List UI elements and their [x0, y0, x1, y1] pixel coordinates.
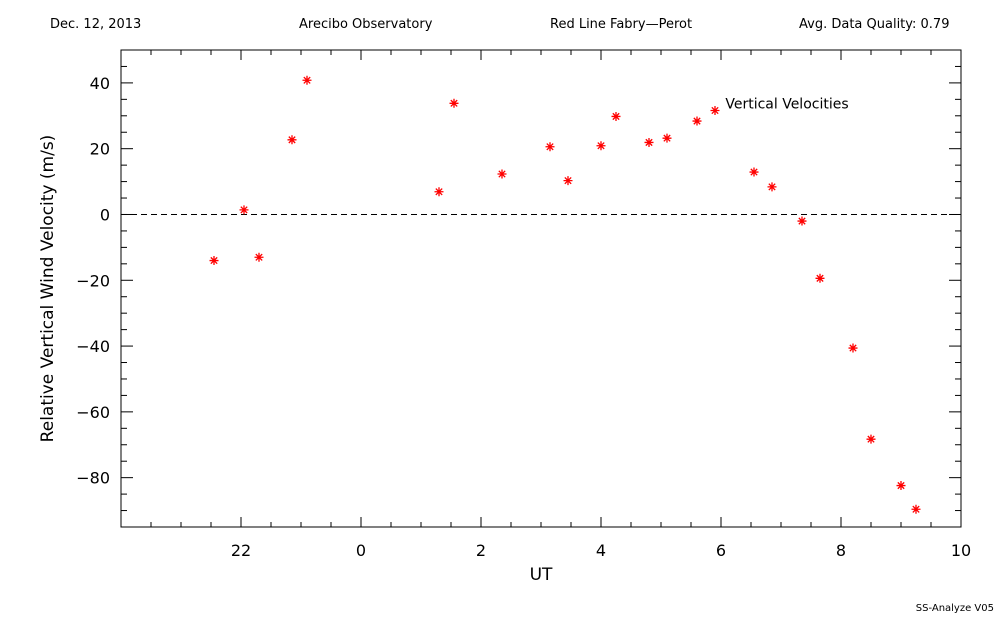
data-point — [434, 187, 444, 197]
y-tick-label: 20 — [90, 140, 110, 159]
header-instrument: Red Line Fabry—Perot — [550, 17, 693, 32]
y-tick-label: −60 — [76, 403, 110, 422]
tick-labels: 22 0 2 4 6 8 10 40 20 0 −20 −40 −60 −80 — [76, 74, 971, 560]
data-point — [596, 141, 606, 151]
data-point — [848, 343, 858, 353]
x-tick-label: 8 — [836, 541, 846, 560]
data-point — [287, 135, 297, 145]
data-point — [644, 137, 654, 147]
x-tick-label: 2 — [476, 541, 486, 560]
data-point — [797, 216, 807, 226]
x-tick-label: 22 — [231, 541, 251, 560]
data-point — [449, 98, 459, 108]
x-tick-label: 0 — [356, 541, 366, 560]
annotations: Vertical VelocitiesDec. 12, 2013 — [725, 97, 848, 113]
chart-annotation: Vertical Velocities — [725, 97, 848, 113]
data-point — [767, 182, 777, 192]
data-point — [563, 176, 573, 186]
data-point — [209, 256, 219, 266]
y-tick-label: −40 — [76, 337, 110, 356]
plot-frame — [120, 49, 962, 528]
data-point — [302, 75, 312, 85]
x-tick-label: 4 — [596, 541, 606, 560]
data-point — [239, 205, 249, 215]
y-tick-label: −80 — [76, 469, 110, 488]
y-tick-label: −20 — [76, 271, 110, 290]
x-tick-label: 10 — [951, 541, 971, 560]
x-axis-label: UT — [530, 565, 553, 585]
data-point — [815, 273, 825, 283]
y-tick-label: 0 — [100, 205, 110, 224]
data-point — [545, 142, 555, 152]
x-tick-label: 6 — [716, 541, 726, 560]
data-point — [749, 167, 759, 177]
axis-ticks — [120, 49, 962, 527]
header-site: Arecibo Observatory — [299, 17, 433, 32]
data-point — [662, 133, 672, 143]
data-point — [497, 169, 507, 179]
data-point — [254, 252, 264, 262]
data-point — [710, 106, 720, 116]
data-point — [866, 434, 876, 444]
header-quality: Avg. Data Quality: 0.79 — [799, 17, 950, 32]
header-date: Dec. 12, 2013 — [50, 17, 142, 32]
data-points — [209, 75, 921, 514]
footer-version: SS-Analyze V05 — [915, 603, 994, 614]
data-point — [896, 481, 906, 491]
y-axis-label: Relative Vertical Wind Velocity (m/s) — [38, 135, 58, 443]
data-point — [692, 116, 702, 126]
data-point — [911, 504, 921, 514]
y-tick-label: 40 — [90, 74, 110, 93]
data-point — [611, 111, 621, 121]
